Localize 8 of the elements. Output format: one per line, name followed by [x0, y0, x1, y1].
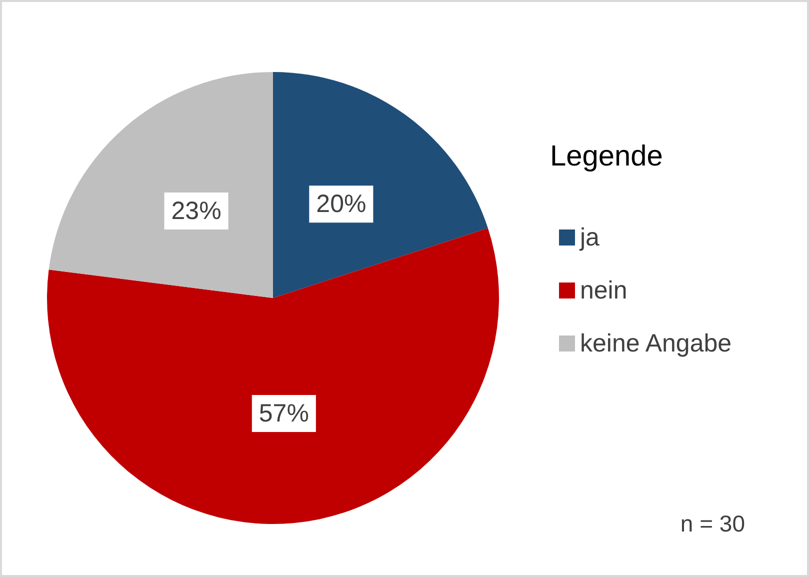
legend-title: Legende — [550, 140, 663, 172]
legend-label: ja — [579, 224, 600, 252]
data-label: 57% — [258, 399, 309, 428]
text: n = 30 — [680, 510, 746, 536]
legend-label: nein — [580, 276, 628, 304]
data-label: 23% — [171, 196, 222, 225]
data-label: 20% — [316, 190, 366, 218]
legend-label: keine Angabe — [580, 330, 732, 358]
